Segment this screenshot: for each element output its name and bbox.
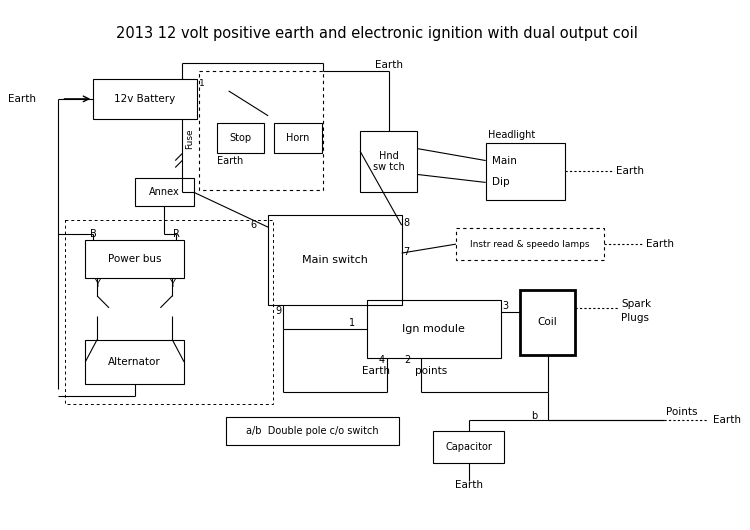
Bar bbox=[360, 131, 418, 192]
Text: Dip: Dip bbox=[492, 178, 509, 188]
Bar bbox=[486, 143, 565, 200]
Bar bbox=[456, 228, 604, 260]
Text: Y: Y bbox=[170, 279, 176, 289]
Bar bbox=[135, 179, 194, 206]
Text: 4: 4 bbox=[379, 355, 385, 365]
Text: a/b  Double pole c/o switch: a/b Double pole c/o switch bbox=[246, 426, 379, 436]
Text: 9: 9 bbox=[275, 306, 281, 316]
Text: Stop: Stop bbox=[230, 132, 251, 143]
Text: 3: 3 bbox=[503, 301, 509, 311]
Text: Coil: Coil bbox=[538, 317, 557, 327]
Text: Earth: Earth bbox=[375, 60, 403, 70]
Text: Earth: Earth bbox=[455, 480, 483, 490]
Text: Earth: Earth bbox=[217, 155, 243, 165]
Bar bbox=[433, 431, 505, 463]
Bar bbox=[199, 71, 322, 190]
Text: Points: Points bbox=[666, 407, 698, 417]
Text: Horn: Horn bbox=[286, 132, 310, 143]
Text: Headlight: Headlight bbox=[488, 130, 535, 140]
Bar bbox=[367, 300, 500, 358]
Text: Plugs: Plugs bbox=[621, 313, 650, 323]
Text: 1: 1 bbox=[199, 80, 205, 89]
Text: Earth: Earth bbox=[616, 166, 644, 176]
Text: Spark: Spark bbox=[621, 299, 651, 309]
Text: Main: Main bbox=[492, 155, 517, 165]
Bar bbox=[86, 340, 184, 384]
Text: Ign module: Ign module bbox=[402, 324, 465, 334]
Bar bbox=[86, 240, 184, 278]
Bar bbox=[520, 290, 574, 355]
Text: Instr read & speedo lamps: Instr read & speedo lamps bbox=[470, 240, 590, 249]
Text: 12v Battery: 12v Battery bbox=[115, 94, 176, 104]
Text: Power bus: Power bus bbox=[108, 254, 161, 264]
Text: B: B bbox=[90, 229, 97, 239]
Bar bbox=[226, 417, 399, 445]
Text: Capacitor: Capacitor bbox=[446, 442, 492, 452]
Text: b: b bbox=[531, 411, 538, 421]
Text: Fuse: Fuse bbox=[185, 128, 194, 149]
Bar bbox=[217, 123, 264, 153]
Text: 1: 1 bbox=[349, 317, 355, 328]
Bar bbox=[274, 123, 322, 153]
Text: Earth: Earth bbox=[8, 94, 36, 104]
Text: Y: Y bbox=[94, 279, 100, 289]
Text: 7: 7 bbox=[404, 247, 410, 257]
Text: 2013 12 volt positive earth and electronic ignition with dual output coil: 2013 12 volt positive earth and electron… bbox=[116, 26, 638, 41]
Text: Alternator: Alternator bbox=[108, 357, 161, 367]
Text: R: R bbox=[172, 229, 180, 239]
Text: Earth: Earth bbox=[713, 415, 741, 425]
Text: Earth: Earth bbox=[362, 366, 390, 376]
Text: Annex: Annex bbox=[149, 188, 180, 197]
Text: Hnd
sw tch: Hnd sw tch bbox=[373, 151, 405, 172]
Bar bbox=[93, 79, 197, 119]
Bar bbox=[65, 220, 273, 404]
Text: 2: 2 bbox=[404, 355, 411, 365]
Bar bbox=[268, 215, 402, 305]
Text: Earth: Earth bbox=[646, 239, 674, 249]
Text: 6: 6 bbox=[251, 220, 257, 230]
Text: 8: 8 bbox=[404, 218, 410, 228]
Text: Main switch: Main switch bbox=[302, 255, 368, 265]
Text: points: points bbox=[415, 366, 447, 376]
